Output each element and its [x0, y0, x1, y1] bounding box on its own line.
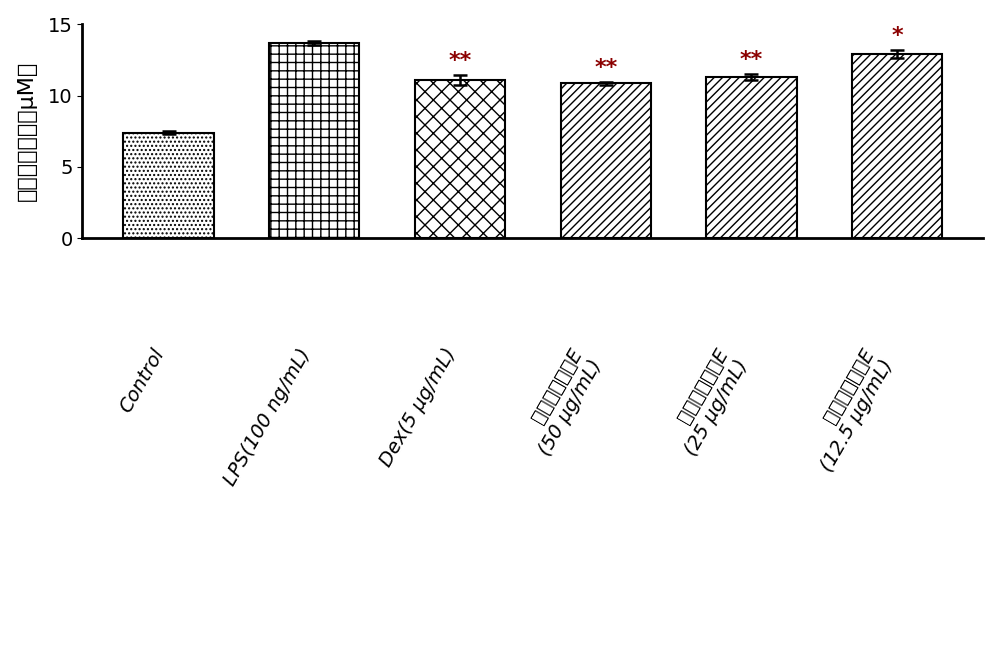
Text: Dex(5 μg/mL): Dex(5 μg/mL): [377, 345, 460, 470]
Bar: [706, 77, 797, 238]
Bar: [123, 133, 214, 238]
Bar: [269, 43, 359, 238]
Text: *: *: [891, 25, 903, 45]
Text: **: **: [740, 50, 763, 70]
Text: **: **: [448, 51, 472, 71]
Bar: [415, 80, 505, 238]
Bar: [561, 84, 651, 238]
Bar: [852, 54, 942, 238]
Text: **: **: [594, 58, 617, 78]
Text: Control: Control: [117, 345, 169, 416]
Text: 黄花远志皮苷E
(12.5 μg/mL): 黄花远志皮苷E (12.5 μg/mL): [799, 345, 897, 475]
Text: 黄花远志皮苷E
(25 μg/mL): 黄花远志皮苷E (25 μg/mL): [662, 345, 751, 459]
Text: 黄花远志皮苷E
(50 μg/mL): 黄花远志皮苷E (50 μg/mL): [516, 345, 606, 459]
Y-axis label: 亚砂酸盐浓度（μM）: 亚砂酸盐浓度（μM）: [17, 61, 37, 202]
Text: LPS(100 ng/mL): LPS(100 ng/mL): [220, 345, 314, 489]
